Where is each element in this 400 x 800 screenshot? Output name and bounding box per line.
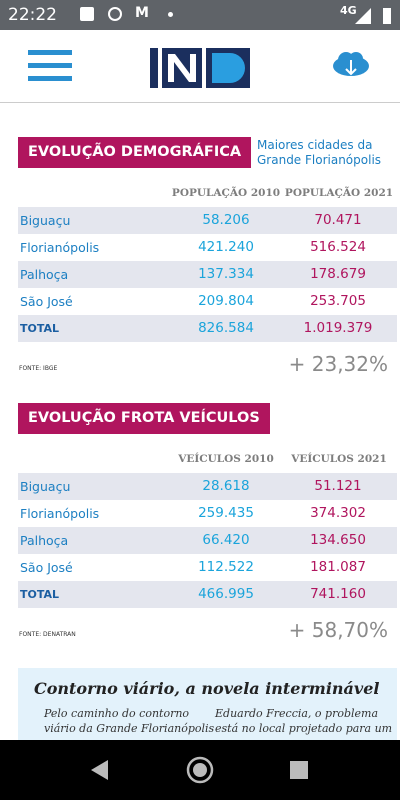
- growth: + 58,70%: [288, 618, 388, 642]
- nav-buttons[interactable]: [0, 740, 400, 800]
- header: [0, 30, 400, 103]
- table-row: Biguaçu 28.618 51.121: [18, 473, 397, 500]
- icon: [108, 7, 122, 21]
- growth: + 23,32%: [288, 352, 388, 376]
- table-row: Biguaçu 58.206 70.471: [18, 207, 397, 234]
- logo[interactable]: [150, 48, 250, 88]
- cell-2010: 209.804: [198, 293, 254, 309]
- text-line: Eduardo Freccia, o problema: [215, 707, 379, 720]
- section-subtitle: Grande Florianópolis: [257, 153, 382, 167]
- download-button[interactable]: [332, 50, 370, 82]
- article-text: Eduardo Freccia, o problema está no local…: [215, 706, 392, 736]
- cell-2021: 253.705: [310, 293, 366, 309]
- table-row: Florianópolis 259.435 374.302: [18, 500, 397, 527]
- column-header: POPULAÇÃO 2010: [171, 187, 281, 199]
- column-header: VEÍCULOS 2021: [291, 453, 387, 465]
- table-row: Florianópolis 421.240 516.524: [18, 234, 397, 261]
- text-line: Pelo caminho do contorno: [44, 707, 190, 720]
- cell-2021: 1.019.379: [303, 320, 373, 336]
- table-row: Palhoça 137.334 178.679: [18, 261, 397, 288]
- article-title: Contorno viário, a novela interminável: [34, 679, 380, 698]
- cell-2010: 259.435: [198, 505, 254, 521]
- cell-2010: 112.522: [198, 559, 254, 575]
- section-subtitle: Maiores cidades da: [257, 138, 373, 152]
- cell-2021: 51.121: [314, 478, 362, 494]
- section-title: EVOLUÇÃO DEMOGRÁFICA: [18, 137, 252, 168]
- cell-2010: 58.206: [202, 212, 250, 228]
- icon: [80, 7, 94, 21]
- cell-2010: 137.334: [198, 266, 254, 282]
- row-label: Florianópolis: [20, 240, 100, 255]
- cell-2021: 374.302: [310, 505, 366, 521]
- row-label: TOTAL: [20, 588, 60, 601]
- source: FONTE: DENATRAN: [19, 631, 76, 638]
- table-row: São José 209.804 253.705: [18, 288, 397, 315]
- cell-2021: 741.160: [310, 586, 366, 602]
- article-card[interactable]: Contorno viário, a novela interminável P…: [18, 668, 397, 740]
- time: 22:22: [8, 5, 57, 25]
- cell-2021: 70.471: [314, 212, 362, 228]
- row-label: Biguaçu: [20, 213, 71, 228]
- row-label: Florianópolis: [20, 506, 100, 521]
- table-row: São José 112.522 181.087: [18, 554, 397, 581]
- row-label: Palhoça: [20, 267, 69, 282]
- table-row: TOTAL 826.584 1.019.379: [18, 315, 397, 342]
- cell-2021: 516.524: [310, 239, 366, 255]
- text-line: está no local projetado para um: [215, 722, 393, 735]
- source: FONTE: IBGE: [19, 365, 58, 372]
- table-row: TOTAL 466.995 741.160: [18, 581, 397, 608]
- article-text: Pelo caminho do contorno viário da Grande…: [44, 706, 214, 736]
- icon: M: [135, 5, 149, 21]
- cell-2010: 28.618: [202, 478, 250, 494]
- menu-button[interactable]: [28, 50, 72, 82]
- cell-2021: 178.679: [310, 266, 366, 282]
- signal-battery: [355, 8, 391, 24]
- column-header: POPULAÇÃO 2021: [284, 187, 394, 199]
- row-label: São José: [20, 294, 73, 309]
- status-bar: 22:22 M 4G: [0, 0, 400, 30]
- row-label: Biguaçu: [20, 479, 71, 494]
- text-line: viário da Grande Florianópolis: [44, 722, 215, 735]
- row-label: Palhoça: [20, 533, 69, 548]
- cell-2010: 826.584: [198, 320, 254, 336]
- table-row: Palhoça 66.420 134.650: [18, 527, 397, 554]
- nav-bar: [0, 740, 400, 800]
- row-label: TOTAL: [20, 322, 60, 335]
- row-label: São José: [20, 560, 73, 575]
- network: 4G: [340, 4, 357, 17]
- section-title: EVOLUÇÃO FROTA VEÍCULOS: [18, 403, 270, 434]
- column-header: VEÍCULOS 2010: [178, 453, 274, 465]
- icon: [168, 12, 173, 17]
- cell-2021: 134.650: [310, 532, 366, 548]
- cell-2010: 66.420: [202, 532, 250, 548]
- cell-2021: 181.087: [310, 559, 366, 575]
- cell-2010: 466.995: [198, 586, 254, 602]
- cell-2010: 421.240: [198, 239, 254, 255]
